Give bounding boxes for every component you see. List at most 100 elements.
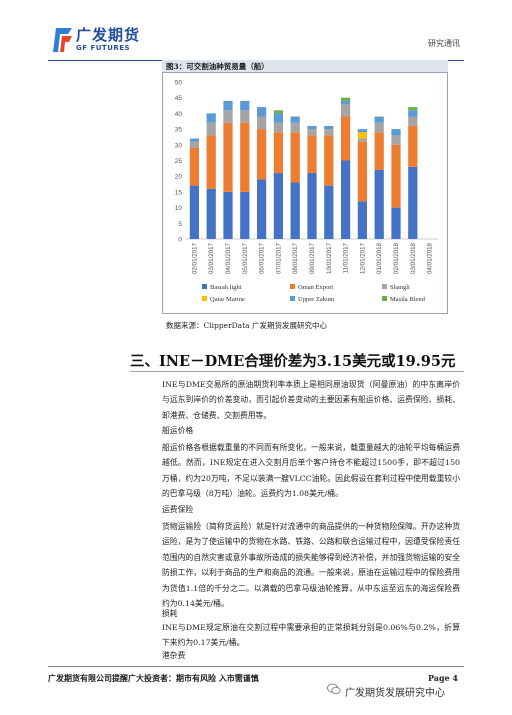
chart-title-bar xyxy=(162,60,448,73)
y-tick-label: 45 xyxy=(175,95,183,102)
bar-segment xyxy=(324,129,334,136)
x-tick-label: 08/01/2017 xyxy=(292,242,299,274)
bar-segment xyxy=(391,129,401,136)
subheading-loss: 损耗 xyxy=(162,609,178,618)
x-tick-label: 11/01/2017 xyxy=(343,242,350,273)
x-tick-label: 02/01/2017 xyxy=(191,242,198,274)
bar-segment xyxy=(206,135,216,189)
bar-segment xyxy=(290,122,300,133)
bar-segment xyxy=(307,135,317,174)
bar-segment xyxy=(340,103,351,117)
bar-segment xyxy=(206,113,216,123)
legend-label: Upper Zakum xyxy=(298,296,334,303)
bar-segment xyxy=(223,100,233,111)
bar-segment xyxy=(307,129,317,136)
bar-segment xyxy=(256,129,267,180)
bar-segment xyxy=(324,185,334,239)
bar-segment xyxy=(357,201,368,239)
bar-segment xyxy=(290,132,300,183)
legend-swatch xyxy=(382,296,387,301)
paragraph-loss: INE与DME规定原油在交割过程中需要承担的正常损耗分别是0.06%与0.2%，… xyxy=(162,623,460,648)
bar-segment xyxy=(206,122,216,136)
x-tick-label: 03/01/2018 xyxy=(410,242,417,274)
y-tick-label: 20 xyxy=(175,174,183,181)
y-tick-label: 50 xyxy=(175,80,183,87)
bar-segment xyxy=(408,125,418,167)
footer-disclaimer: 广发期货有限公司提醒广大投资者：期市有风险 入市需谨慎 xyxy=(48,673,259,683)
subheading-shipping: 船运价格 xyxy=(162,426,194,435)
legend-label: Shangli xyxy=(390,284,410,291)
bar-segment xyxy=(357,141,368,202)
section-title: 三、INE－DME合理价差为3.15美元或19.95元 xyxy=(130,353,456,370)
wechat-icon xyxy=(327,683,341,695)
bar-segment xyxy=(256,179,267,239)
y-tick-label: 30 xyxy=(175,142,183,149)
bar-segment xyxy=(256,107,267,117)
legend-label: Masila Blend xyxy=(390,296,426,303)
figure-title: 图3：可交割油种贸易量（船） xyxy=(166,62,269,71)
bar-segment xyxy=(391,135,401,145)
bar-segment xyxy=(340,100,351,104)
x-tick-label: 04/01/2017 xyxy=(225,242,232,274)
bar-segment xyxy=(374,116,384,123)
x-tick-label: 04/01/2018 xyxy=(427,242,434,274)
bar-segment xyxy=(290,116,300,123)
legend-swatch xyxy=(382,284,387,289)
bar-segment xyxy=(273,110,284,114)
bar-segment xyxy=(340,97,351,101)
bar-segment xyxy=(391,144,401,208)
bar-segment xyxy=(391,207,401,239)
bar-segment xyxy=(408,166,418,239)
bar-segment xyxy=(374,169,384,239)
bar-segment xyxy=(273,113,284,123)
bar-segment xyxy=(340,116,351,161)
x-tick-label: 03/01/2017 xyxy=(208,242,215,274)
page-number: Page 4 xyxy=(427,673,458,683)
bar-segment xyxy=(340,160,351,239)
bar-segment xyxy=(357,138,368,142)
y-tick-label: 0 xyxy=(178,237,182,244)
x-tick-label: 09/01/2017 xyxy=(309,242,316,274)
bar-segment xyxy=(240,110,250,123)
y-tick-label: 15 xyxy=(175,189,183,196)
bar-segment xyxy=(290,182,300,239)
bar-segment xyxy=(240,100,250,111)
bar-segment xyxy=(374,122,384,133)
bar-segment xyxy=(189,185,200,239)
bar-segment xyxy=(307,125,317,130)
y-tick-label: 10 xyxy=(175,205,183,212)
bar-segment xyxy=(223,110,233,123)
logo-name-cn: 广发期货 xyxy=(76,26,141,44)
intro-paragraph: INE与DME交易所的原油期货利率本质上是相同原油现货（阿曼原油）的中东离岸价与… xyxy=(162,380,460,420)
bar-segment xyxy=(189,141,200,148)
bar-segment xyxy=(408,110,418,117)
legend-swatch xyxy=(290,284,295,289)
x-tick-label: 01/01/2018 xyxy=(376,242,383,274)
bar-segment xyxy=(273,132,284,174)
bar-segment xyxy=(273,122,284,133)
bar-segment xyxy=(324,125,334,130)
bar-segment xyxy=(189,147,200,186)
bar-segment xyxy=(240,191,250,239)
bar-segment xyxy=(223,122,233,192)
bar-segment xyxy=(307,173,317,239)
legend-swatch xyxy=(202,296,207,301)
y-tick-label: 40 xyxy=(175,111,183,118)
legend-label: Oman Export xyxy=(298,284,333,291)
bar-segment xyxy=(357,132,368,139)
subheading-port-fees: 港杂费 xyxy=(162,651,186,660)
x-tick-label: 02/01/2018 xyxy=(393,242,400,274)
legend-swatch xyxy=(202,284,207,289)
bar-segment xyxy=(374,132,384,170)
bar-segment xyxy=(206,188,216,239)
bar-segment xyxy=(256,116,267,130)
legend-label: Basrah light xyxy=(210,284,242,291)
trade-volume-chart: 0 5 10 15 20 25 30 35 40 45 50 02/01/2017 03/01/2017… xyxy=(175,80,438,303)
bar-segment xyxy=(324,135,334,186)
figure-source: 数据来源：ClipperData 广发期货发展研究中心 xyxy=(166,321,328,330)
bar-segment xyxy=(357,129,368,133)
x-tick-label: 12/01/2017 xyxy=(359,242,366,274)
logo-name-en: GF FUTURES xyxy=(76,44,131,52)
report-type-label: 研究通讯 xyxy=(428,39,460,48)
x-tick-label: 07/01/2017 xyxy=(275,242,282,274)
